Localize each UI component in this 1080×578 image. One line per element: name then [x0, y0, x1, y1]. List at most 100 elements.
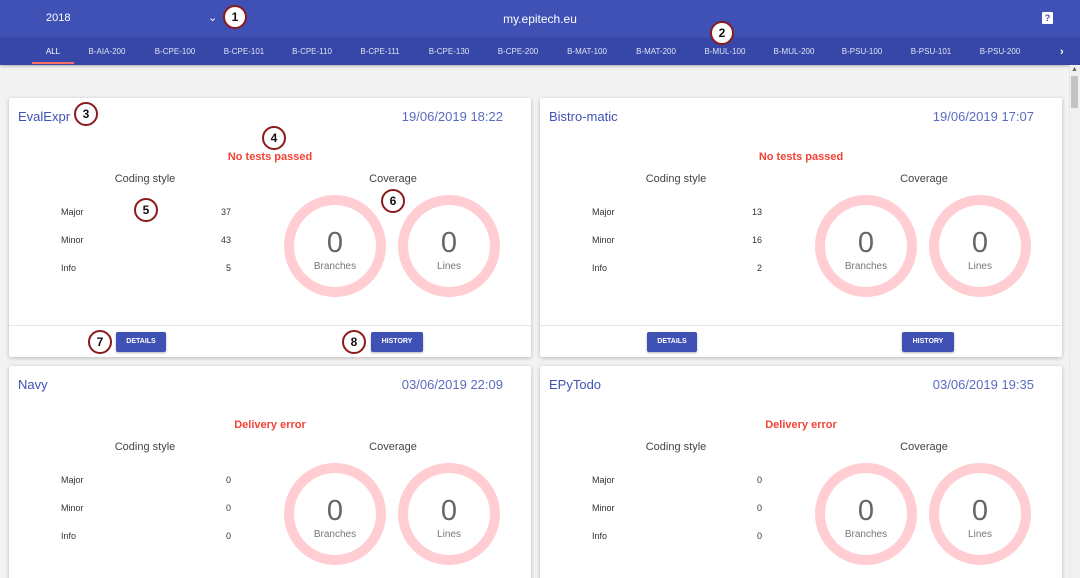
- lines-coverage-ring: 0 Lines: [929, 195, 1031, 297]
- info-label: Info: [592, 531, 608, 541]
- minor-count: 0: [225, 503, 231, 513]
- coding-style-title: Coding style: [645, 441, 707, 453]
- arrow-up-icon[interactable]: ▲: [1071, 66, 1078, 73]
- branches-coverage-label: Branches: [313, 261, 357, 272]
- major-label: Major: [61, 475, 84, 485]
- lines-coverage-value: 0: [971, 495, 989, 527]
- site-title: my.epitech.eu: [503, 12, 577, 26]
- major-label: Major: [592, 475, 615, 485]
- branches-coverage-ring: 0 Branches: [284, 195, 386, 297]
- project-date: 03/06/2019 22:09: [401, 377, 503, 392]
- major-count: 37: [220, 207, 231, 217]
- tab-b-cpe-111[interactable]: B-CPE-111: [360, 47, 400, 56]
- card-actions: DETAILS HISTORY: [9, 325, 531, 357]
- minor-label: Minor: [61, 235, 84, 245]
- test-status: No tests passed: [227, 151, 313, 163]
- annotation-marker: 3: [74, 102, 98, 126]
- test-status: No tests passed: [758, 151, 844, 163]
- tab-b-psu-100[interactable]: B-PSU-100: [841, 47, 883, 56]
- lines-coverage-label: Lines: [968, 261, 992, 272]
- details-button[interactable]: DETAILS: [116, 332, 166, 352]
- tab-b-psu-101[interactable]: B-PSU-101: [910, 47, 952, 56]
- annotation-marker: 7: [88, 330, 112, 354]
- scrollbar-thumb[interactable]: [1071, 76, 1078, 108]
- lines-coverage-value: 0: [971, 227, 989, 259]
- tab-b-aia-200[interactable]: B-AIA-200: [88, 47, 126, 56]
- coverage-title: Coverage: [369, 441, 417, 453]
- project-name[interactable]: EPyTodo: [549, 377, 602, 392]
- project-name[interactable]: Navy: [18, 377, 48, 392]
- minor-label: Minor: [592, 503, 615, 513]
- annotation-marker: 2: [710, 21, 734, 45]
- tab-b-psu-200[interactable]: B-PSU-200: [979, 47, 1021, 56]
- info-label: Info: [592, 263, 608, 273]
- card-actions: DETAILS HISTORY: [540, 325, 1062, 357]
- lines-coverage-label: Lines: [968, 529, 992, 540]
- info-count: 0: [225, 531, 231, 541]
- tab-b-mul-100[interactable]: B-MUL-100: [704, 47, 746, 56]
- project-card: EPyTodo 03/06/2019 19:35 Delivery error …: [540, 366, 1062, 578]
- project-name[interactable]: EvalExpr: [18, 109, 71, 124]
- annotation-marker: 1: [223, 5, 247, 29]
- chevron-down-icon[interactable]: ⌄: [208, 12, 218, 24]
- tab-b-mat-100[interactable]: B-MAT-100: [567, 47, 607, 56]
- history-button[interactable]: HISTORY: [902, 332, 954, 352]
- major-count: 13: [751, 207, 762, 217]
- lines-coverage-label: Lines: [437, 529, 461, 540]
- tab-b-mul-200[interactable]: B-MUL-200: [773, 47, 815, 56]
- info-count: 0: [756, 531, 762, 541]
- test-status: Delivery error: [765, 419, 837, 431]
- minor-label: Minor: [592, 235, 615, 245]
- tab-b-cpe-101[interactable]: B-CPE-101: [223, 47, 265, 56]
- lines-coverage-label: Lines: [437, 261, 461, 272]
- branches-coverage-value: 0: [857, 495, 875, 527]
- branches-coverage-ring: 0 Branches: [815, 195, 917, 297]
- branches-coverage-value: 0: [857, 227, 875, 259]
- top-app-bar: 2018 ⌄ my.epitech.eu ?: [0, 0, 1080, 38]
- lines-coverage-ring: 0 Lines: [929, 463, 1031, 565]
- year-select[interactable]: 2018: [46, 12, 71, 24]
- major-label: Major: [592, 207, 615, 217]
- project-date: 03/06/2019 19:35: [932, 377, 1034, 392]
- coverage-title: Coverage: [369, 173, 417, 185]
- annotation-marker: 6: [381, 189, 405, 213]
- lines-coverage-value: 0: [440, 495, 458, 527]
- annotation-marker: 4: [262, 126, 286, 150]
- branches-coverage-ring: 0 Branches: [815, 463, 917, 565]
- tab-b-cpe-110[interactable]: B-CPE-110: [292, 47, 332, 56]
- project-date: 19/06/2019 17:07: [932, 109, 1034, 124]
- info-count: 5: [225, 263, 231, 273]
- lines-coverage-ring: 0 Lines: [398, 195, 500, 297]
- chevron-right-icon[interactable]: ›: [1060, 46, 1064, 58]
- annotation-marker: 8: [342, 330, 366, 354]
- tab-b-mat-200[interactable]: B-MAT-200: [636, 47, 676, 56]
- branches-coverage-value: 0: [326, 495, 344, 527]
- tab-b-cpe-100[interactable]: B-CPE-100: [154, 47, 196, 56]
- project-card: Navy 03/06/2019 22:09 Delivery error Cod…: [9, 366, 531, 578]
- branches-coverage-label: Branches: [844, 261, 888, 272]
- info-count: 2: [756, 263, 762, 273]
- details-button[interactable]: DETAILS: [647, 332, 697, 352]
- history-button[interactable]: HISTORY: [371, 332, 423, 352]
- tab-b-cpe-130[interactable]: B-CPE-130: [428, 47, 470, 56]
- tab-b-cpe-200[interactable]: B-CPE-200: [497, 47, 539, 56]
- coding-style-title: Coding style: [114, 173, 176, 185]
- help-icon[interactable]: ?: [1042, 12, 1053, 24]
- branches-coverage-label: Branches: [844, 529, 888, 540]
- info-label: Info: [61, 263, 77, 273]
- minor-count: 0: [756, 503, 762, 513]
- coding-style-title: Coding style: [645, 173, 707, 185]
- coding-style-title: Coding style: [114, 441, 176, 453]
- tab-all[interactable]: ALL: [45, 47, 61, 56]
- major-label: Major: [61, 207, 84, 217]
- lines-coverage-ring: 0 Lines: [398, 463, 500, 565]
- minor-count: 16: [751, 235, 762, 245]
- coverage-title: Coverage: [900, 441, 948, 453]
- branches-coverage-ring: 0 Branches: [284, 463, 386, 565]
- scrollbar[interactable]: [1069, 65, 1080, 578]
- major-count: 0: [225, 475, 231, 485]
- major-count: 0: [756, 475, 762, 485]
- lines-coverage-value: 0: [440, 227, 458, 259]
- module-tabs: ALL B-AIA-200 B-CPE-100 B-CPE-101 B-CPE-…: [0, 38, 1080, 65]
- project-name[interactable]: Bistro-matic: [549, 109, 618, 124]
